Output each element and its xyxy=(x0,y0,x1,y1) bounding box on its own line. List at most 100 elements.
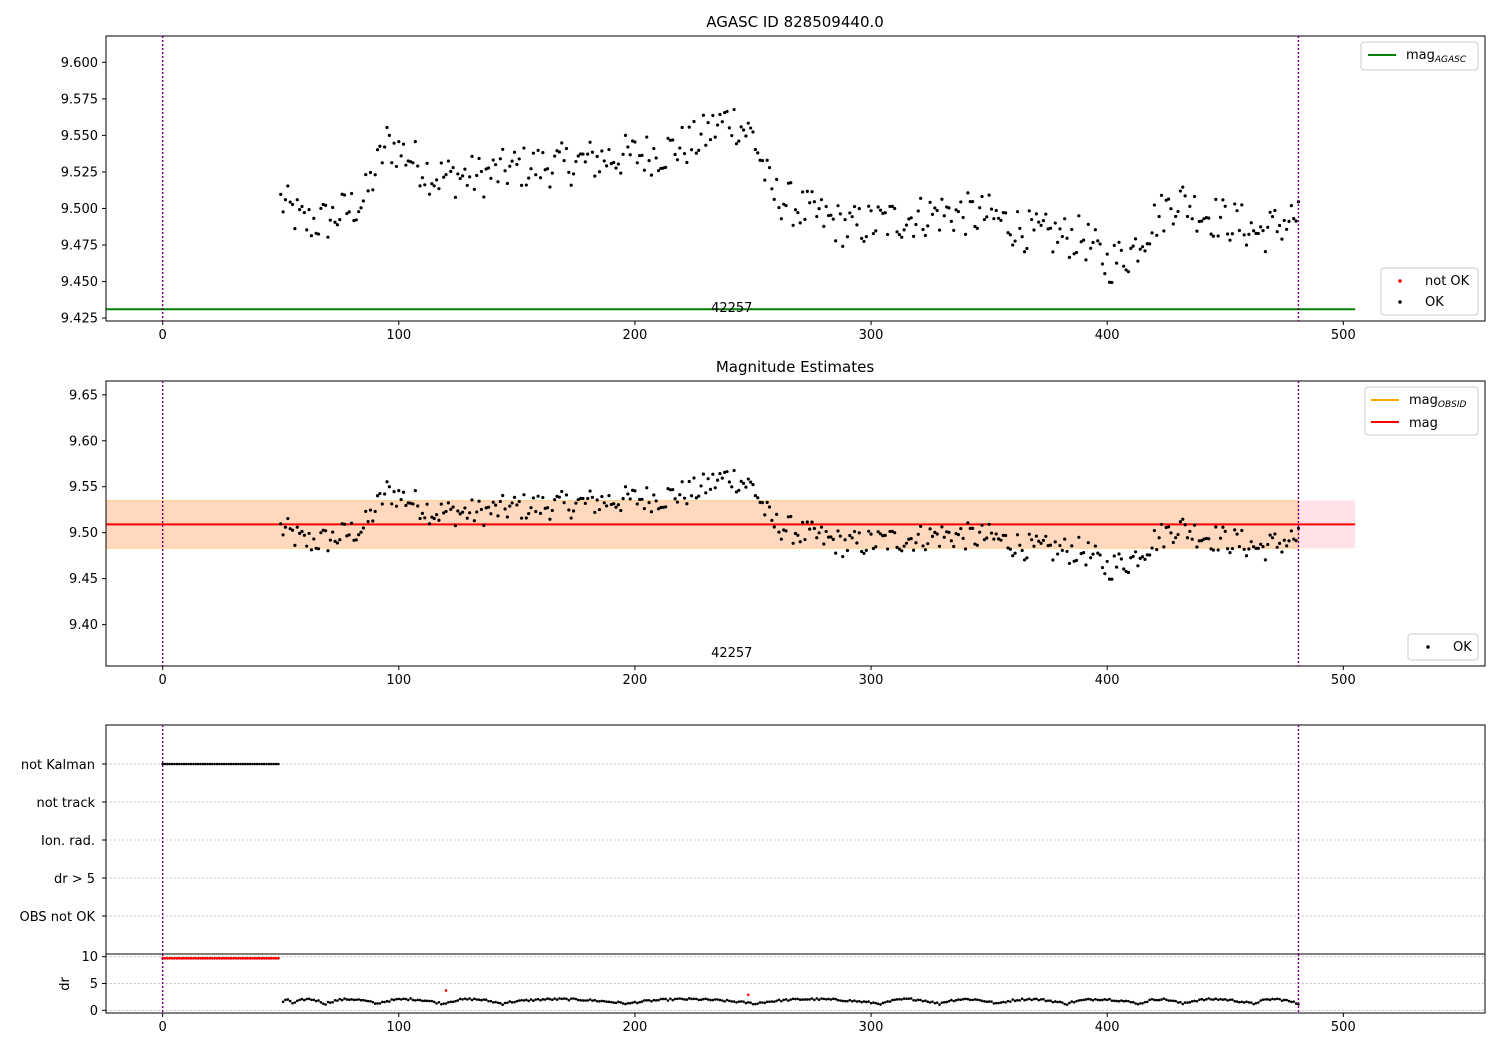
ok-point xyxy=(682,151,687,156)
ok-point xyxy=(904,223,909,227)
ok-point xyxy=(1240,528,1244,533)
dr-point xyxy=(947,999,951,1003)
ok-point xyxy=(642,507,646,511)
ok-point xyxy=(1119,557,1123,561)
ok-point xyxy=(798,540,802,544)
dr-point xyxy=(477,998,481,1002)
ok-point xyxy=(501,493,505,498)
ok-point xyxy=(952,228,956,232)
flag-point xyxy=(170,762,174,766)
dr-point xyxy=(879,1003,882,1006)
dr-point xyxy=(347,998,351,1001)
dr-saturated-point xyxy=(206,956,209,960)
dr-point xyxy=(628,1001,632,1005)
dr-point xyxy=(902,997,906,1000)
ok-point xyxy=(690,148,694,152)
dr-point xyxy=(1287,999,1291,1003)
ok-point xyxy=(843,538,847,542)
dr-point xyxy=(617,1000,620,1004)
x-tick-label: 300 xyxy=(859,673,884,688)
dr-point xyxy=(978,998,981,1002)
dr-point xyxy=(692,997,696,1001)
ok-point xyxy=(279,522,283,526)
ok-point xyxy=(1048,543,1053,547)
ok-point xyxy=(760,159,765,163)
ok-point xyxy=(470,154,474,158)
ok-point xyxy=(864,235,868,239)
dr-saturated-point xyxy=(265,956,268,960)
ok-point xyxy=(288,527,292,531)
y-tick-label: 9.60 xyxy=(69,434,98,449)
ok-point xyxy=(909,536,913,541)
flag-point xyxy=(168,762,172,766)
ok-point xyxy=(985,215,989,219)
ok-point xyxy=(753,493,757,498)
dr-point xyxy=(654,999,658,1002)
dr-point xyxy=(976,998,979,1001)
ok-point xyxy=(1244,243,1249,247)
flag-point xyxy=(255,762,259,766)
ok-point xyxy=(1058,543,1062,548)
ok-point xyxy=(1155,547,1159,552)
ok-point xyxy=(732,107,736,112)
ok-point xyxy=(826,213,831,218)
dr-point xyxy=(1275,997,1279,1001)
ok-point xyxy=(1011,243,1015,247)
dr-point xyxy=(291,1001,294,1005)
x-tick-label: 300 xyxy=(859,1020,884,1035)
ok-point xyxy=(309,548,314,552)
ok-point xyxy=(576,154,580,158)
ok-point xyxy=(1001,533,1005,537)
ok-point xyxy=(1174,536,1178,540)
ok-point xyxy=(888,529,892,534)
ok-point xyxy=(295,525,299,529)
ok-point xyxy=(1044,212,1048,216)
dr-point xyxy=(465,998,469,1001)
ok-point xyxy=(432,184,436,188)
ok-point xyxy=(678,493,682,497)
flag-point xyxy=(267,762,271,766)
ok-point xyxy=(600,149,604,153)
ok-point xyxy=(980,194,984,199)
ok-point xyxy=(503,169,507,173)
ok-point xyxy=(756,496,760,500)
dr-point xyxy=(994,1001,998,1005)
ok-point xyxy=(404,163,408,167)
ok-point xyxy=(335,223,340,227)
ok-point xyxy=(307,208,311,212)
ok-point xyxy=(1112,243,1116,248)
ok-point xyxy=(397,489,401,493)
ok-point xyxy=(1015,210,1020,214)
ok-point xyxy=(1011,554,1015,558)
ok-point xyxy=(994,532,998,536)
ok-legend: OK xyxy=(1407,633,1479,661)
dr-point xyxy=(298,998,301,1002)
ok-point xyxy=(675,500,680,504)
ok-point xyxy=(571,509,576,513)
ok-point xyxy=(548,185,552,189)
ok-point xyxy=(300,204,304,209)
x-tick-label: 0 xyxy=(159,328,167,343)
ok-point xyxy=(541,150,545,155)
ok-point xyxy=(697,148,701,152)
ok-point xyxy=(1235,532,1239,536)
ok-point xyxy=(796,210,800,215)
dr-point xyxy=(1160,998,1163,1001)
ok-point xyxy=(553,154,557,158)
ok-point xyxy=(359,530,363,534)
ok-point xyxy=(893,531,897,535)
ok-point xyxy=(640,497,644,501)
ok-point xyxy=(1030,538,1034,542)
ok-point xyxy=(668,488,672,492)
dr-point xyxy=(706,998,710,1001)
dr-saturated-point xyxy=(248,956,252,960)
ok-point xyxy=(1041,219,1046,223)
ok-point xyxy=(588,489,592,493)
ok-point xyxy=(956,209,961,214)
ok-point xyxy=(978,530,982,534)
dr-point xyxy=(409,997,412,1000)
ok-point xyxy=(496,180,500,184)
ok-point xyxy=(536,148,540,153)
dr-point xyxy=(973,998,977,1001)
ok-point xyxy=(772,525,776,529)
